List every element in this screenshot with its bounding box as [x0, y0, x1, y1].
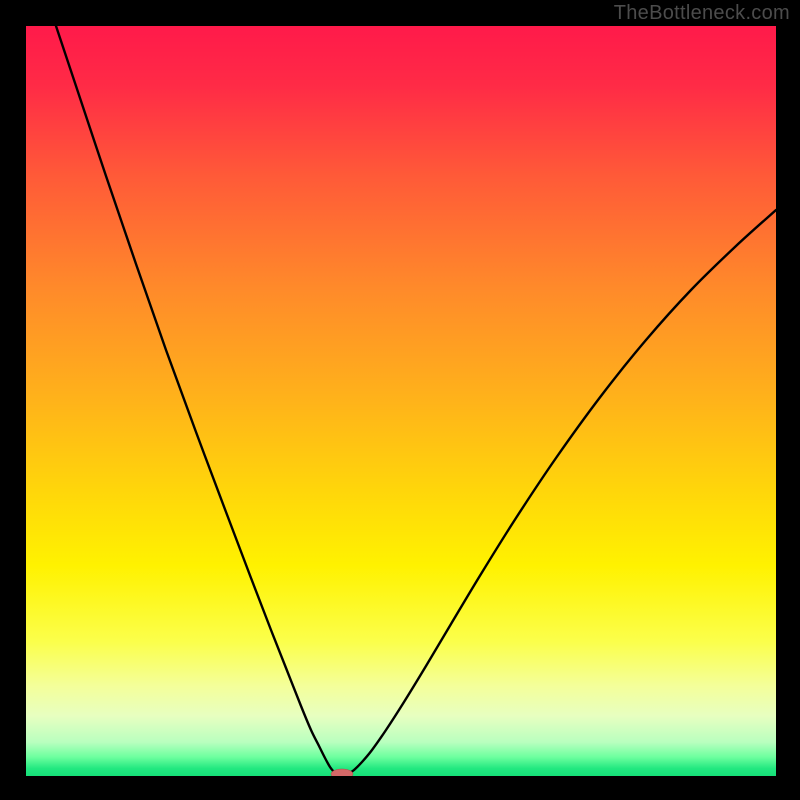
minimum-marker	[331, 769, 353, 776]
chart-frame: TheBottleneck.com	[0, 0, 800, 800]
curve-layer	[26, 26, 776, 776]
plot-area	[26, 26, 776, 776]
bottleneck-curve	[56, 26, 776, 776]
watermark-text: TheBottleneck.com	[614, 2, 790, 25]
